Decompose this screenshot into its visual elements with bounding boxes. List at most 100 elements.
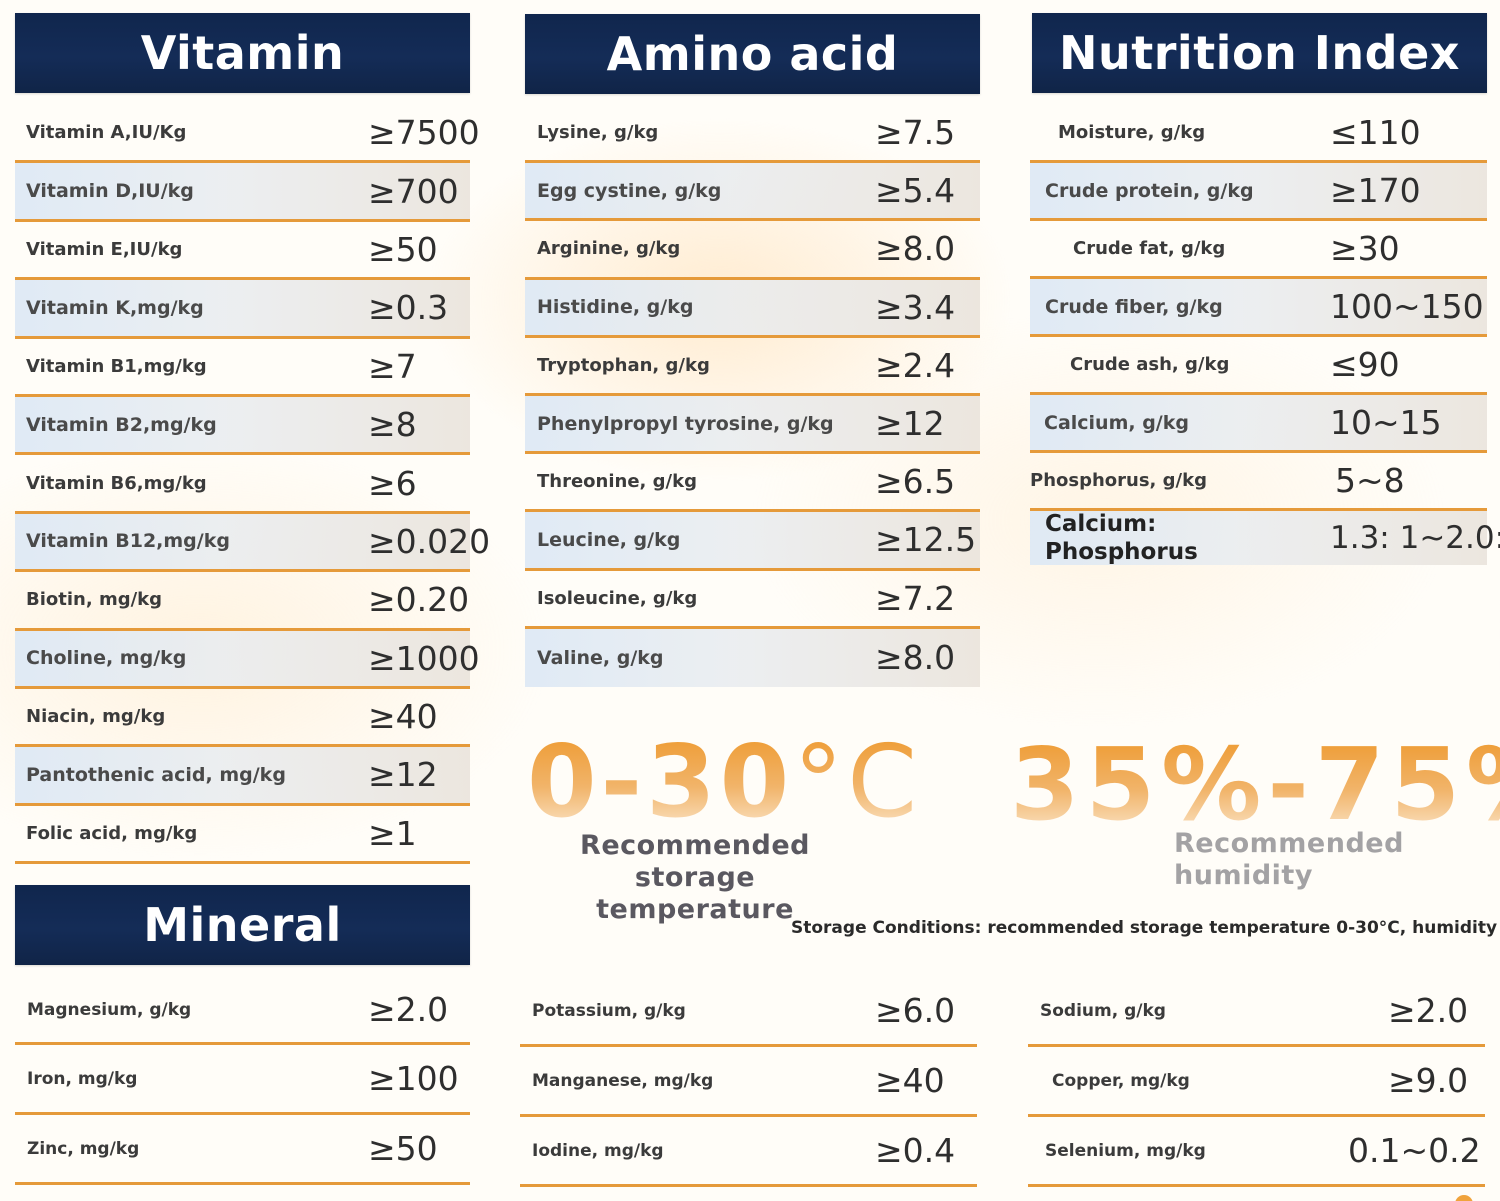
table-row: Leucine, g/kg ≥12.5 <box>525 512 980 571</box>
table-row: Vitamin K,mg/kg ≥0.3 <box>15 280 470 339</box>
row-value: ≥9.0 <box>1388 1061 1469 1100</box>
table-row: Moisture, g/kg ≤110 <box>1030 105 1487 163</box>
row-label: Manganese, mg/kg <box>532 1070 714 1091</box>
humidity-caption: Recommended humidity <box>1174 828 1404 892</box>
table-row: Phenylpropyl tyrosine, g/kg ≥12 <box>525 395 980 455</box>
row-value: ≥3.4 <box>875 287 956 327</box>
table-row: Folic acid, mg/kg ≥1 <box>15 806 470 865</box>
row-value: 1.3: 1~2.0: 1 <box>1330 520 1500 556</box>
row-value: ≥12 <box>368 755 438 795</box>
mineral-table-col2: Potassium, g/kg ≥6.0 Manganese, mg/kg ≥40 … <box>520 977 977 1187</box>
row-label: Phosphorus, g/kg <box>1030 470 1207 491</box>
row-value: ≥1 <box>368 813 417 853</box>
row-value: ≤110 <box>1330 113 1421 152</box>
row-label: Niacin, mg/kg <box>26 706 166 728</box>
nutrition-index-header: Nutrition Index <box>1032 13 1487 93</box>
row-label: Arginine, g/kg <box>537 238 681 260</box>
row-value: ≥0.4 <box>875 1131 956 1170</box>
row-value: 0.1~0.2 <box>1348 1131 1481 1170</box>
row-label: Sodium, g/kg <box>1040 1000 1166 1021</box>
row-value: ≥5.4 <box>875 171 956 211</box>
row-value: 100~150 <box>1330 287 1484 326</box>
row-label: Folic acid, mg/kg <box>26 822 198 844</box>
row-label: Biotin, mg/kg <box>26 589 163 611</box>
table-row: Niacin, mg/kg ≥40 <box>15 689 470 748</box>
table-row: Iron, mg/kg ≥100 <box>15 1045 470 1115</box>
table-row: Vitamin E,IU/kg ≥50 <box>15 222 470 281</box>
mineral-header: Mineral <box>15 885 470 965</box>
decorative-dot <box>1455 1195 1473 1201</box>
row-value: ≥8.0 <box>875 638 956 678</box>
row-label: Vitamin B2,mg/kg <box>26 413 217 436</box>
vitamin-table: Vitamin A,IU/Kg ≥7500 Vitamin D,IU/kg ≥700… <box>15 105 490 865</box>
row-value: ≥7.2 <box>875 578 956 618</box>
row-label: Leucine, g/kg <box>537 528 681 551</box>
row-label: Magnesium, g/kg <box>27 999 192 1020</box>
row-label: Vitamin B6,mg/kg <box>26 472 207 494</box>
table-row: Vitamin B6,mg/kg ≥6 <box>15 455 470 514</box>
table-row: Egg cystine, g/kg ≥5.4 <box>525 163 980 222</box>
table-row: Vitamin B12,mg/kg ≥0.020 <box>15 513 490 573</box>
table-row: Arginine, g/kg ≥8.0 <box>525 221 980 280</box>
temperature-unit: °C <box>793 723 922 840</box>
row-value: ≥0.20 <box>368 580 470 620</box>
mineral-panel: Mineral Magnesium, g/kg ≥2.0 Iron, mg/kg ≥… <box>15 885 470 1185</box>
row-value: 5~8 <box>1335 461 1405 500</box>
row-label: Phenylpropyl tyrosine, g/kg <box>537 412 834 435</box>
mineral-table-col3: Sodium, g/kg ≥2.0 Copper, mg/kg ≥9.0 Selen… <box>1028 977 1485 1187</box>
amino-acid-header: Amino acid <box>525 14 980 94</box>
row-label: Selenium, mg/kg <box>1045 1140 1206 1161</box>
table-row: Tryptophan, g/kg ≥2.4 <box>525 338 980 396</box>
table-row: Isoleucine, g/kg ≥7.2 <box>525 571 980 629</box>
row-label: Crude fat, g/kg <box>1073 238 1226 259</box>
humidity-caption-line2: humidity <box>1174 860 1313 891</box>
row-value: ≥1000 <box>368 638 480 678</box>
humidity-caption-line1: Recommended <box>1174 828 1404 859</box>
table-row: Manganese, mg/kg ≥40 <box>520 1047 977 1117</box>
row-label: Choline, mg/kg <box>26 647 187 670</box>
table-row: Vitamin D,IU/kg ≥700 <box>15 163 470 222</box>
row-label: Vitamin D,IU/kg <box>26 180 194 203</box>
row-label: Vitamin E,IU/kg <box>26 238 183 260</box>
temperature-value: 0-30 <box>527 723 794 840</box>
row-label: Histidine, g/kg <box>537 296 694 319</box>
table-row: Magnesium, g/kg ≥2.0 <box>15 977 470 1045</box>
row-value: ≥30 <box>1330 229 1400 268</box>
vitamin-panel: Vitamin Vitamin A,IU/Kg ≥7500 Vitamin D,I… <box>15 13 490 865</box>
row-label: Vitamin A,IU/Kg <box>26 122 187 144</box>
table-row: Crude fat, g/kg ≥30 <box>1030 221 1487 279</box>
table-row: Lysine, g/kg ≥7.5 <box>525 105 980 164</box>
row-value: 10~15 <box>1330 403 1442 442</box>
row-label: Crude fiber, g/kg <box>1045 295 1223 318</box>
temperature-caption: Recommended storage temperature <box>580 830 810 925</box>
row-label: Crude ash, g/kg <box>1070 354 1230 375</box>
row-label: Zinc, mg/kg <box>27 1138 140 1159</box>
row-value: ≥12.5 <box>875 520 977 560</box>
table-row: Crude ash, g/kg ≤90 <box>1030 337 1487 395</box>
row-value: ≥2.0 <box>368 990 449 1029</box>
amino-acid-panel: Amino acid Lysine, g/kg ≥7.5 Egg cystine,… <box>525 14 980 687</box>
table-row: Vitamin A,IU/Kg ≥7500 <box>15 105 480 164</box>
row-value: ≥7 <box>368 346 417 386</box>
row-value: ≥8 <box>368 405 417 445</box>
row-label: Pantothenic acid, mg/kg <box>26 763 286 786</box>
row-label: Lysine, g/kg <box>537 122 659 144</box>
table-row: Copper, mg/kg ≥9.0 <box>1028 1047 1485 1117</box>
table-row: Histidine, g/kg ≥3.4 <box>525 279 980 338</box>
table-row: Iodine, mg/kg ≥0.4 <box>520 1117 977 1187</box>
row-label: Valine, g/kg <box>537 646 664 669</box>
row-label: Crude protein, g/kg <box>1045 179 1254 202</box>
row-label: Threonine, g/kg <box>537 471 697 493</box>
table-row: Selenium, mg/kg 0.1~0.2 <box>1028 1117 1485 1187</box>
row-label: Potassium, g/kg <box>532 1000 686 1021</box>
row-value: ≥7500 <box>368 113 480 153</box>
storage-conditions-note: Storage Conditions: recommended storage … <box>791 918 1500 938</box>
row-value: ≥700 <box>368 171 459 211</box>
table-row: Threonine, g/kg ≥6.5 <box>525 454 980 513</box>
row-value: ≥40 <box>875 1061 945 1100</box>
row-value: ≥6.0 <box>875 991 956 1030</box>
row-value: ≥8.0 <box>875 229 956 269</box>
table-row: Vitamin B1,mg/kg ≥7 <box>15 339 470 397</box>
row-value: ≥0.020 <box>368 521 491 561</box>
row-value: ≥0.3 <box>368 288 449 328</box>
